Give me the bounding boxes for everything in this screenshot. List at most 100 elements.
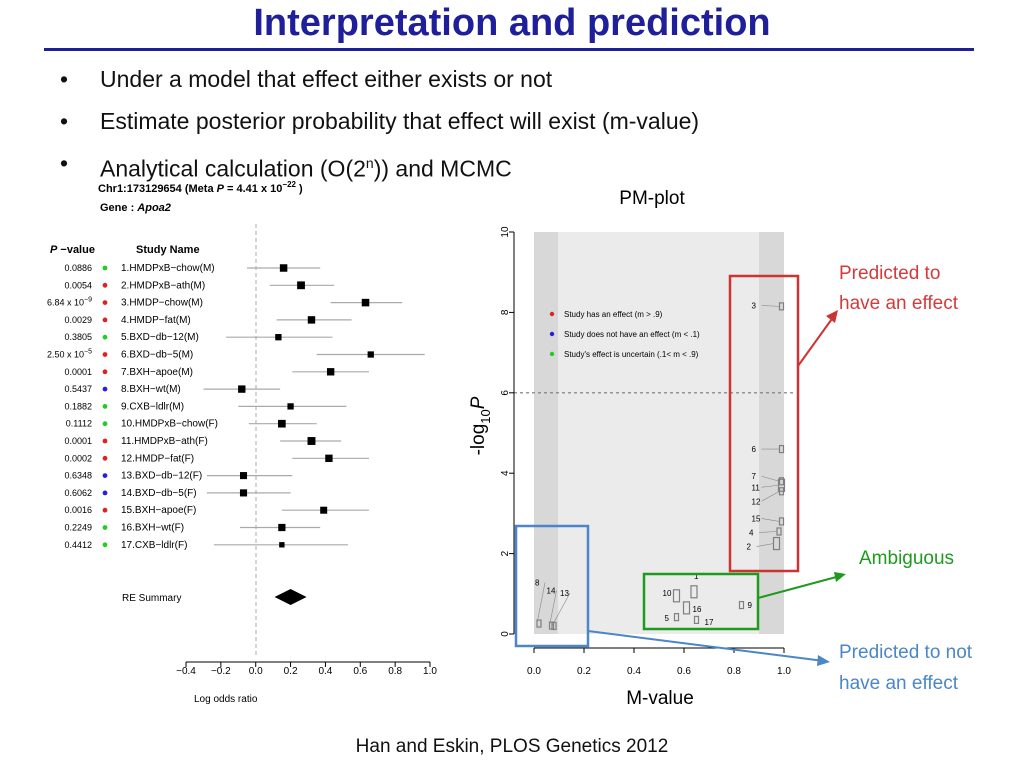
study-status-dot (102, 334, 108, 340)
pm-point: 13 (551, 589, 571, 631)
study-name: 10.HMDPxB−chow(F) (121, 419, 218, 430)
study-status-dot (102, 421, 108, 427)
title-underline (44, 48, 974, 51)
pm-y-tick-label: 0 (500, 631, 511, 637)
study-status-dot (102, 386, 108, 392)
study-status-dot (102, 352, 108, 357)
no-effect-highlight-box (514, 524, 590, 648)
pm-plot-title: PM-plot (619, 188, 685, 209)
forest-row: 0.0029 4.HMDP−fat(M) (64, 315, 352, 326)
forest-x-tick-label: 0.0 (249, 666, 263, 677)
pm-point: 17 (693, 615, 714, 627)
study-status-dot (102, 525, 108, 530)
forest-row: 0.3805 5.BXD−db−12(M) (64, 332, 333, 343)
study-column-header: Study Name (136, 244, 200, 256)
study-pvalue-exponent: −5 (84, 349, 92, 356)
pm-point: 4 (749, 527, 782, 537)
effect-estimate-square (361, 298, 370, 307)
study-name: 7.BXH−apoe(M) (121, 367, 193, 378)
study-pvalue: 0.6062 (64, 488, 92, 498)
study-pvalue-base: 0.0002 (64, 453, 92, 463)
pm-point-label: 16 (693, 605, 702, 614)
pm-point-leader (761, 518, 780, 522)
forest-row: 0.0054 2.HMDPxB−ath(M) (64, 280, 335, 291)
bullet-text: Analytical calculation (O(2 (100, 155, 366, 182)
study-pvalue-exponent: −9 (84, 297, 92, 304)
forest-row: 0.2249 16.BXH−wt(F) (64, 523, 321, 534)
effect-estimate-square (325, 454, 333, 462)
pvalue-header-p: P (50, 244, 58, 256)
forest-row: 2.50 x 10−5 6.BXD−db−5(M) (47, 349, 425, 361)
forest-row: 0.4412 17.CXB−ldlr(F) (64, 540, 349, 551)
pm-x-ticks: 0.0 0.2 0.4 0.6 0.8 1.0 (527, 647, 791, 677)
forest-header-line2: Gene : Apoa2 (100, 202, 171, 214)
study-pvalue-base: 0.1112 (66, 419, 92, 429)
forest-row: 0.1882 9.CXB−ldlr(M) (64, 401, 347, 412)
pm-point-leader (536, 582, 546, 624)
study-name: 14.BXD−db−5(F) (121, 488, 197, 499)
pm-point-label: 6 (752, 445, 757, 454)
study-pvalue-base: 0.0886 (64, 263, 92, 273)
study-pvalue: 0.2249 (64, 523, 92, 533)
forest-gene-name: Apoa2 (136, 202, 171, 214)
effect-estimate-square (320, 506, 328, 514)
slide-title: Interpretation and prediction (253, 2, 771, 44)
study-pvalue-base: 0.6062 (64, 488, 92, 498)
study-name: 16.BXH−wt(F) (121, 523, 184, 534)
study-pvalue: 0.3805 (64, 332, 92, 342)
pm-point-marker (672, 589, 681, 603)
study-status-dot (102, 282, 108, 288)
ambiguous-callout-line (757, 575, 841, 599)
forest-row: 0.6348 13.BXD−db−12(F) (64, 471, 293, 482)
study-pvalue-base: 0.2249 (64, 523, 92, 533)
pm-point-label: 11 (752, 483, 761, 492)
forest-x-tick-label: 0.8 (388, 666, 402, 677)
pm-point-marker (738, 600, 745, 610)
pm-y-tick-label: 2 (500, 550, 511, 556)
study-name: 17.CXB−ldlr(F) (121, 540, 187, 551)
effect-estimate-square (239, 472, 248, 480)
pm-point-label: 14 (547, 587, 556, 596)
bullet-superscript: n (365, 155, 374, 171)
study-pvalue: 0.6348 (64, 471, 92, 481)
study-pvalue-base: 0.6348 (64, 471, 92, 481)
pm-point: 5 (665, 613, 680, 623)
study-status-dot (102, 369, 108, 375)
pm-point-label: 17 (705, 618, 714, 627)
study-pvalue-base: 0.0029 (64, 315, 92, 325)
pm-plot: PM-plot Study has an effect (m > .9)Stud… (468, 188, 973, 709)
legend-label: Study's effect is uncertain (.1< m < .9) (564, 350, 699, 359)
pm-y-label: -log10P (468, 396, 493, 455)
forest-header-p: P (217, 183, 225, 195)
pm-x-label: M-value (626, 688, 694, 709)
effect-estimate-square (279, 264, 288, 272)
ambiguous-annotation: Ambiguous (859, 548, 954, 569)
study-pvalue: 0.1882 (64, 401, 92, 411)
effect-estimate-square (279, 542, 285, 548)
pm-point-marker (693, 615, 700, 625)
effect-annotation-line1: Predicted to (839, 263, 940, 284)
pm-point-label: 3 (752, 301, 757, 310)
pm-x-tick-label: 0.8 (727, 666, 741, 677)
forest-x-tick-label: 1.0 (423, 666, 437, 677)
study-name: 3.HMDP−chow(M) (121, 298, 203, 309)
ambiguous-highlight-box (642, 572, 760, 631)
study-status-dot (102, 455, 108, 461)
effect-estimate-square (297, 281, 305, 290)
pm-x-tick-label: 0.6 (677, 666, 691, 677)
bullet-item: • Estimate posterior probability that eff… (60, 100, 699, 142)
study-pvalue: 6.84 x 10−9 (47, 297, 92, 308)
pm-y-tick-label: 4 (500, 470, 511, 476)
bullet-text: Under a model that effect either exists … (100, 66, 553, 92)
no-effect-callout-line (587, 630, 825, 662)
pm-point: 1 (690, 572, 699, 599)
effect-estimate-square (287, 403, 294, 410)
study-pvalue-base: 0.0001 (64, 367, 92, 377)
pm-point: 6 (752, 444, 785, 454)
forest-x-tick-label: −0.2 (211, 666, 231, 677)
pm-point-leader (761, 475, 780, 482)
forest-plot: Chr1:173129654 (Meta P = 4.41 x 10−22 ) … (47, 180, 437, 705)
pvalue-header-rest: −value (57, 244, 95, 256)
bullet-dot: • (60, 108, 69, 134)
pm-point-label: 12 (752, 497, 761, 506)
